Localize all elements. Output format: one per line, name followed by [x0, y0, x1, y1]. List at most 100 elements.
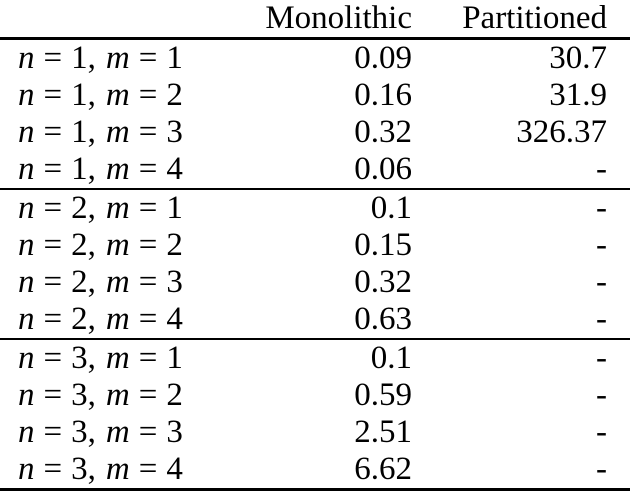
partitioned-value: 326.37 — [516, 114, 607, 150]
table-row: n = 2, m = 4 0.63 - — [0, 301, 630, 339]
var-m-symbol: m — [105, 114, 130, 150]
m-value: 4 — [166, 151, 183, 187]
equals-icon: = — [138, 301, 158, 337]
var-m-symbol: m — [105, 151, 130, 187]
partitioned-value: - — [596, 340, 607, 376]
table-row: n = 2, m = 2 0.15 - — [0, 227, 630, 264]
equals-icon: = — [43, 414, 63, 450]
header-empty-cell — [0, 0, 245, 39]
partitioned-value: - — [596, 377, 607, 413]
equals-icon: = — [43, 114, 63, 150]
n-value: 1 — [71, 40, 88, 76]
var-n-symbol: n — [18, 151, 35, 187]
m-value: 3 — [166, 264, 183, 300]
partitioned-value: - — [596, 264, 607, 300]
comma-separator: , — [87, 414, 96, 450]
equals-icon: = — [138, 264, 158, 300]
var-m-symbol: m — [105, 451, 130, 487]
equals-icon: = — [43, 190, 63, 226]
equals-icon: = — [43, 264, 63, 300]
comma-separator: , — [87, 40, 96, 76]
monolithic-value: 0.32 — [354, 114, 412, 150]
m-value: 1 — [166, 40, 183, 76]
table-row: n = 1, m = 2 0.16 31.9 — [0, 77, 630, 114]
equals-icon: = — [43, 451, 63, 487]
n-value: 1 — [71, 151, 88, 187]
n-value: 2 — [71, 227, 88, 263]
var-n-symbol: n — [18, 301, 35, 337]
n-value: 3 — [71, 451, 88, 487]
row-label: n = 2, m = 3 — [0, 264, 245, 301]
var-n-symbol: n — [18, 340, 35, 376]
table-row: n = 1, m = 3 0.32 326.37 — [0, 114, 630, 151]
m-value: 2 — [166, 377, 183, 413]
table-row: n = 3, m = 2 0.59 - — [0, 377, 630, 414]
monolithic-value: 0.59 — [354, 377, 412, 413]
monolithic-value: 0.15 — [354, 227, 412, 263]
equals-icon: = — [43, 301, 63, 337]
monolithic-value: 0.09 — [354, 40, 412, 76]
equals-icon: = — [138, 151, 158, 187]
table-row: n = 3, m = 3 2.51 - — [0, 414, 630, 451]
row-label: n = 1, m = 4 — [0, 151, 245, 189]
m-value: 1 — [166, 190, 183, 226]
partitioned-value: 30.7 — [549, 40, 607, 76]
var-m-symbol: m — [105, 377, 130, 413]
partitioned-value: - — [596, 151, 607, 187]
var-n-symbol: n — [18, 451, 35, 487]
equals-icon: = — [138, 77, 158, 113]
equals-icon: = — [43, 227, 63, 263]
monolithic-value: 6.62 — [354, 451, 412, 487]
var-m-symbol: m — [105, 77, 130, 113]
partitioned-value: - — [596, 301, 607, 337]
table-body: n = 1, m = 1 0.09 30.7 n = 1, m = 2 0.16 31.9 n = 1,… — [0, 39, 630, 490]
header-partitioned: Partitioned — [462, 0, 607, 36]
partitioned-value: - — [596, 414, 607, 450]
m-value: 2 — [166, 227, 183, 263]
var-m-symbol: m — [105, 227, 130, 263]
header-monolithic: Monolithic — [265, 0, 412, 36]
comma-separator: , — [87, 114, 96, 150]
var-m-symbol: m — [105, 414, 130, 450]
partitioned-value: - — [596, 227, 607, 263]
m-value: 4 — [166, 451, 183, 487]
monolithic-value: 0.06 — [354, 151, 412, 187]
comma-separator: , — [87, 151, 96, 187]
partitioned-value: - — [596, 451, 607, 487]
table-row: n = 2, m = 3 0.32 - — [0, 264, 630, 301]
comma-separator: , — [87, 190, 96, 226]
monolithic-value: 0.1 — [370, 190, 412, 226]
equals-icon: = — [138, 114, 158, 150]
n-value: 1 — [71, 77, 88, 113]
row-label: n = 2, m = 4 — [0, 301, 245, 339]
equals-icon: = — [138, 340, 158, 376]
comma-separator: , — [87, 264, 96, 300]
n-value: 3 — [71, 377, 88, 413]
equals-icon: = — [138, 40, 158, 76]
monolithic-value: 0.63 — [354, 301, 412, 337]
var-n-symbol: n — [18, 377, 35, 413]
equals-icon: = — [43, 151, 63, 187]
table-row: n = 3, m = 1 0.1 - — [0, 339, 630, 377]
m-value: 3 — [166, 414, 183, 450]
row-label: n = 3, m = 3 — [0, 414, 245, 451]
m-value: 1 — [166, 340, 183, 376]
var-m-symbol: m — [105, 40, 130, 76]
row-label: n = 3, m = 2 — [0, 377, 245, 414]
var-m-symbol: m — [105, 301, 130, 337]
var-n-symbol: n — [18, 264, 35, 300]
row-label: n = 2, m = 2 — [0, 227, 245, 264]
comma-separator: , — [87, 340, 96, 376]
partitioned-value: 31.9 — [549, 77, 607, 113]
row-label: n = 1, m = 1 — [0, 39, 245, 78]
table-row: n = 2, m = 1 0.1 - — [0, 189, 630, 227]
comma-separator: , — [87, 77, 96, 113]
table-row: n = 1, m = 1 0.09 30.7 — [0, 39, 630, 78]
var-n-symbol: n — [18, 414, 35, 450]
var-n-symbol: n — [18, 40, 35, 76]
equals-icon: = — [43, 77, 63, 113]
monolithic-value: 2.51 — [354, 414, 412, 450]
row-label: n = 1, m = 3 — [0, 114, 245, 151]
